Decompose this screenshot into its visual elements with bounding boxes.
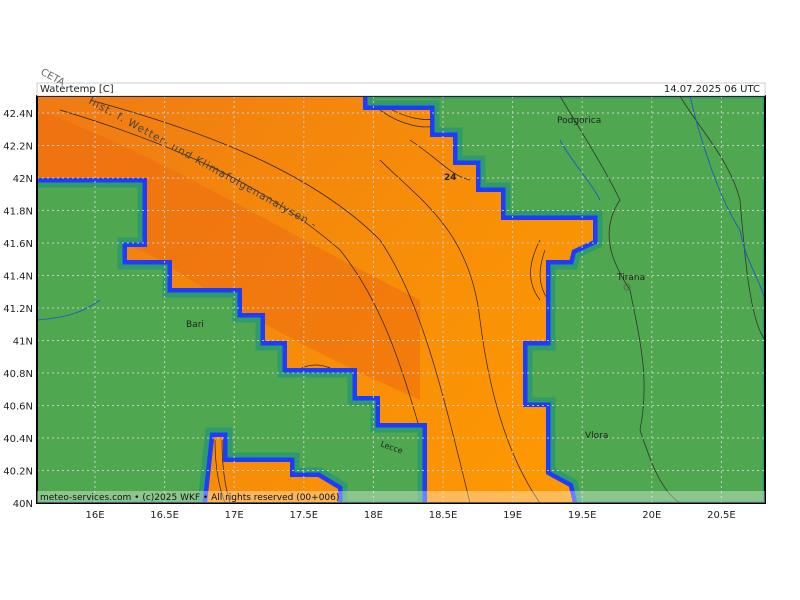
place-label: Vlora <box>585 431 608 441</box>
lon-label: 18.5E <box>429 510 458 521</box>
footer-bar <box>37 491 765 503</box>
footer: meteo-services.com • (c)2025 WKF • All r… <box>40 493 339 503</box>
lon-label: 16E <box>85 510 104 521</box>
borders <box>559 96 765 503</box>
title: Watertemp [C] <box>40 84 114 95</box>
lon-label: 19.5E <box>568 510 597 521</box>
lon-label: 19E <box>503 510 522 521</box>
place-label: Bari <box>186 320 204 330</box>
lat-label: 40.4N <box>3 434 33 445</box>
lat-label: 41.6N <box>3 239 33 250</box>
lon-label: 17E <box>225 510 244 521</box>
lat-label: 42N <box>13 174 33 185</box>
contour-label: 24 <box>444 173 457 183</box>
lon-label: 17.5E <box>290 510 319 521</box>
lat-label: 40N <box>13 499 33 510</box>
lon-label: 16.5E <box>150 510 179 521</box>
lat-label: 41.2N <box>3 304 33 315</box>
lat-label: 42.2N <box>3 142 33 153</box>
lon-label: 20.5E <box>707 510 736 521</box>
place-marker <box>623 283 631 291</box>
lat-label: 40.2N <box>3 467 33 478</box>
lon-label: 18E <box>364 510 383 521</box>
grid <box>37 96 765 503</box>
timestamp: 14.07.2025 06 UTC <box>664 84 760 95</box>
lat-label: 40.8N <box>3 369 33 380</box>
lat-label: 41.4N <box>3 272 33 283</box>
place-label: Podgorica <box>557 116 601 126</box>
lat-label: 41N <box>13 337 33 348</box>
lat-label: 42.4N <box>3 109 33 120</box>
map-area <box>37 96 765 503</box>
lat-label: 40.6N <box>3 402 33 413</box>
place-label: Tirana <box>616 273 645 283</box>
lat-label: 41.8N <box>3 207 33 218</box>
header-bar <box>36 82 766 97</box>
lon-label: 20E <box>642 510 661 521</box>
